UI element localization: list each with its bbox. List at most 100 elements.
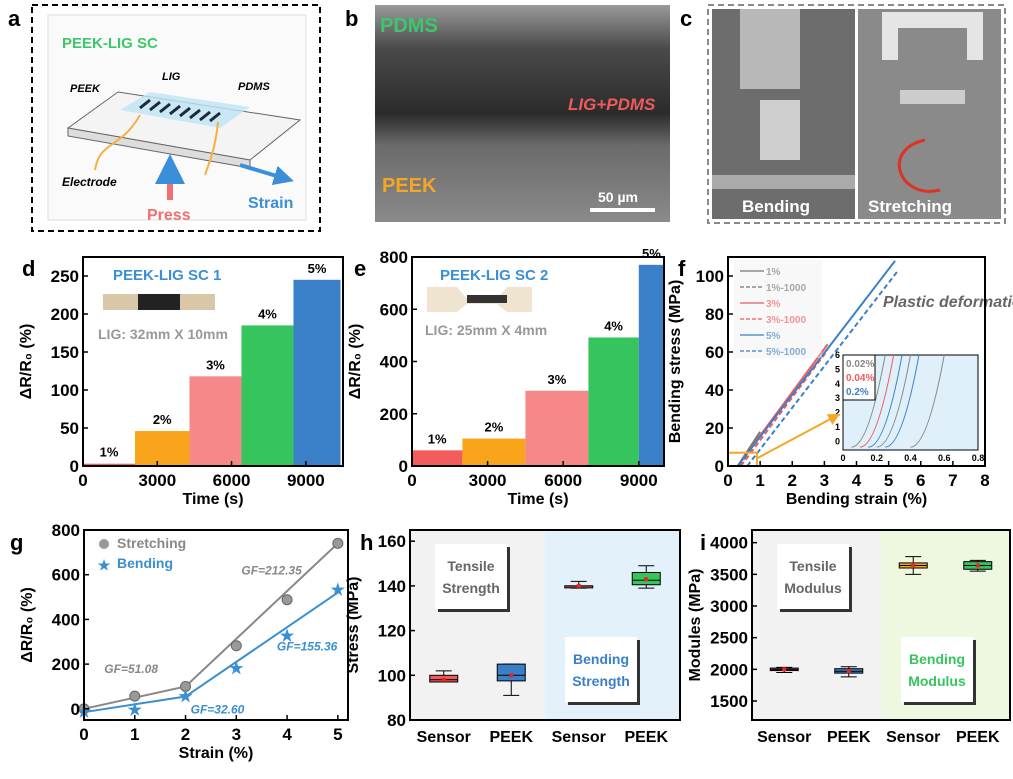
step-label: 3%	[206, 357, 225, 372]
inset-y-tick-label: 5	[835, 364, 840, 374]
group-label: Bending Strength	[572, 651, 630, 689]
data-point	[281, 594, 293, 606]
step-label: 3%	[548, 372, 567, 387]
inset-caption: LIG: 32mm X 10mm	[98, 326, 228, 342]
legend-label: 3%-1000	[766, 315, 806, 326]
photo-panel-c: Bending Stretching	[707, 4, 1006, 224]
plot-frame	[82, 256, 344, 467]
y-tick-label: 2000	[710, 660, 748, 679]
y-tick-label: 800	[380, 248, 408, 267]
mean-marker	[644, 577, 649, 582]
x-tick-label: 4	[282, 725, 292, 744]
y-tick-label: 160	[378, 532, 406, 551]
inset-curve	[910, 354, 945, 448]
sem-image-panel-b: PDMS LIG+PDMS PEEK 50 µm	[375, 5, 670, 222]
category-label: PEEK	[827, 729, 871, 746]
panel-label-e: e	[354, 256, 366, 281]
label-stretching-photo: Stretching	[868, 197, 952, 216]
inset-legend-label: 0.02%	[846, 359, 874, 370]
step-bar	[588, 337, 639, 466]
inset-curve	[859, 354, 895, 448]
step-bar	[189, 376, 242, 466]
x-axis-label: Time (s)	[507, 491, 568, 508]
y-axis-label: ΔR/R₀ (%)	[18, 324, 35, 400]
mean-marker	[782, 667, 787, 672]
inset-x-tick-label: 0.4	[904, 453, 917, 463]
inset-legend-label: 0.04%	[846, 373, 874, 384]
step-label: 2%	[485, 420, 504, 435]
plot-frame	[83, 529, 349, 721]
y-axis-label: Bending stress (MPa)	[667, 280, 684, 444]
inset-y-tick-label: 3	[835, 393, 840, 403]
data-point-star: ★	[331, 582, 346, 599]
x-tick-label: 9000	[287, 471, 325, 490]
group-label-box	[565, 637, 637, 702]
x-tick-label: 7	[948, 471, 957, 490]
inset-caption: LIG: 25mm X 4mm	[425, 322, 547, 338]
y-tick-label: 2500	[710, 629, 748, 648]
inset-y-tick-label: 1	[835, 422, 840, 432]
y-tick-label: 150	[51, 343, 79, 362]
data-point	[129, 690, 141, 702]
inset-legend	[842, 354, 876, 401]
y-tick-label: 1500	[710, 692, 748, 711]
inset-curve	[851, 354, 886, 448]
chart-g: Stretching★ ★★★★★★ BendingGF=51.08GF=32.60…	[19, 521, 349, 762]
group-label-box	[901, 637, 973, 702]
gf-annotation: GF=155.36	[277, 640, 338, 654]
x-tick-label: 0	[723, 471, 732, 490]
data-point	[230, 640, 242, 652]
step-bar	[83, 463, 135, 466]
y-tick-label: 200	[380, 405, 408, 424]
inset-y-tick-label: 4	[835, 379, 840, 389]
y-tick-label: 600	[52, 566, 80, 585]
mean-marker	[911, 562, 916, 567]
x-tick-label: 1	[130, 725, 139, 744]
label-peek: PEEK	[70, 83, 101, 95]
x-tick-label: 3	[820, 471, 829, 490]
y-tick-label: 400	[380, 353, 408, 372]
step-bar	[135, 431, 190, 466]
chart-d: 1% 2% 3% 4% 5% PEEK-LIG SC 1 LIG: 32mm X 10mm 0…	[18, 256, 344, 508]
x-tick-label: 0	[407, 471, 416, 490]
x-tick-label: 2	[181, 725, 190, 744]
inset-legend-label: 0.2%	[846, 387, 869, 398]
x-axis-label: Bending strain (%)	[786, 491, 927, 508]
step-bar	[241, 325, 294, 466]
y-axis-label: Stress (MPa)	[345, 577, 362, 674]
label-pdms-sem: PDMS	[380, 15, 438, 37]
y-tick-label: 20	[705, 419, 724, 438]
panel-label-g: g	[10, 530, 23, 555]
step-label: 5%	[642, 246, 661, 261]
category-label: Sensor	[417, 729, 471, 746]
label-bending-photo: Bending	[742, 197, 810, 216]
category-label: PEEK	[489, 729, 533, 746]
series-line	[746, 269, 900, 467]
y-tick-label: 0	[715, 457, 724, 476]
y-tick-label: 0	[71, 700, 80, 719]
chart-h: Sensor PEEK Sensor PEEK 80 100 120 140 160 Stress…	[345, 529, 681, 746]
inset-x-tick-label: 0.8	[972, 453, 985, 463]
plot-frame	[751, 529, 1011, 721]
step-label: 4%	[604, 318, 623, 333]
chart-f: 1% 1%-1000 3% 3%-1000 5% 5%-1000 Plastic defor…	[667, 256, 1013, 508]
category-label: Sensor	[886, 729, 940, 746]
legend-label: 5%	[766, 331, 781, 342]
y-tick-label: 3000	[710, 597, 748, 616]
label-press: Press	[147, 207, 191, 224]
category-label: Sensor	[552, 729, 606, 746]
fit-line	[83, 591, 339, 714]
series-line	[736, 260, 896, 467]
mean-marker	[846, 669, 851, 674]
x-tick-label: 3	[232, 725, 241, 744]
step-label: 1%	[100, 445, 119, 460]
data-point	[332, 537, 344, 549]
step-bar	[462, 438, 526, 466]
y-tick-label: 200	[52, 655, 80, 674]
inset-curve	[885, 354, 920, 448]
y-tick-label: 120	[378, 622, 406, 641]
x-tick-label: 1	[755, 471, 764, 490]
series-line	[740, 349, 829, 467]
label-electrode: Electrode	[62, 175, 117, 189]
